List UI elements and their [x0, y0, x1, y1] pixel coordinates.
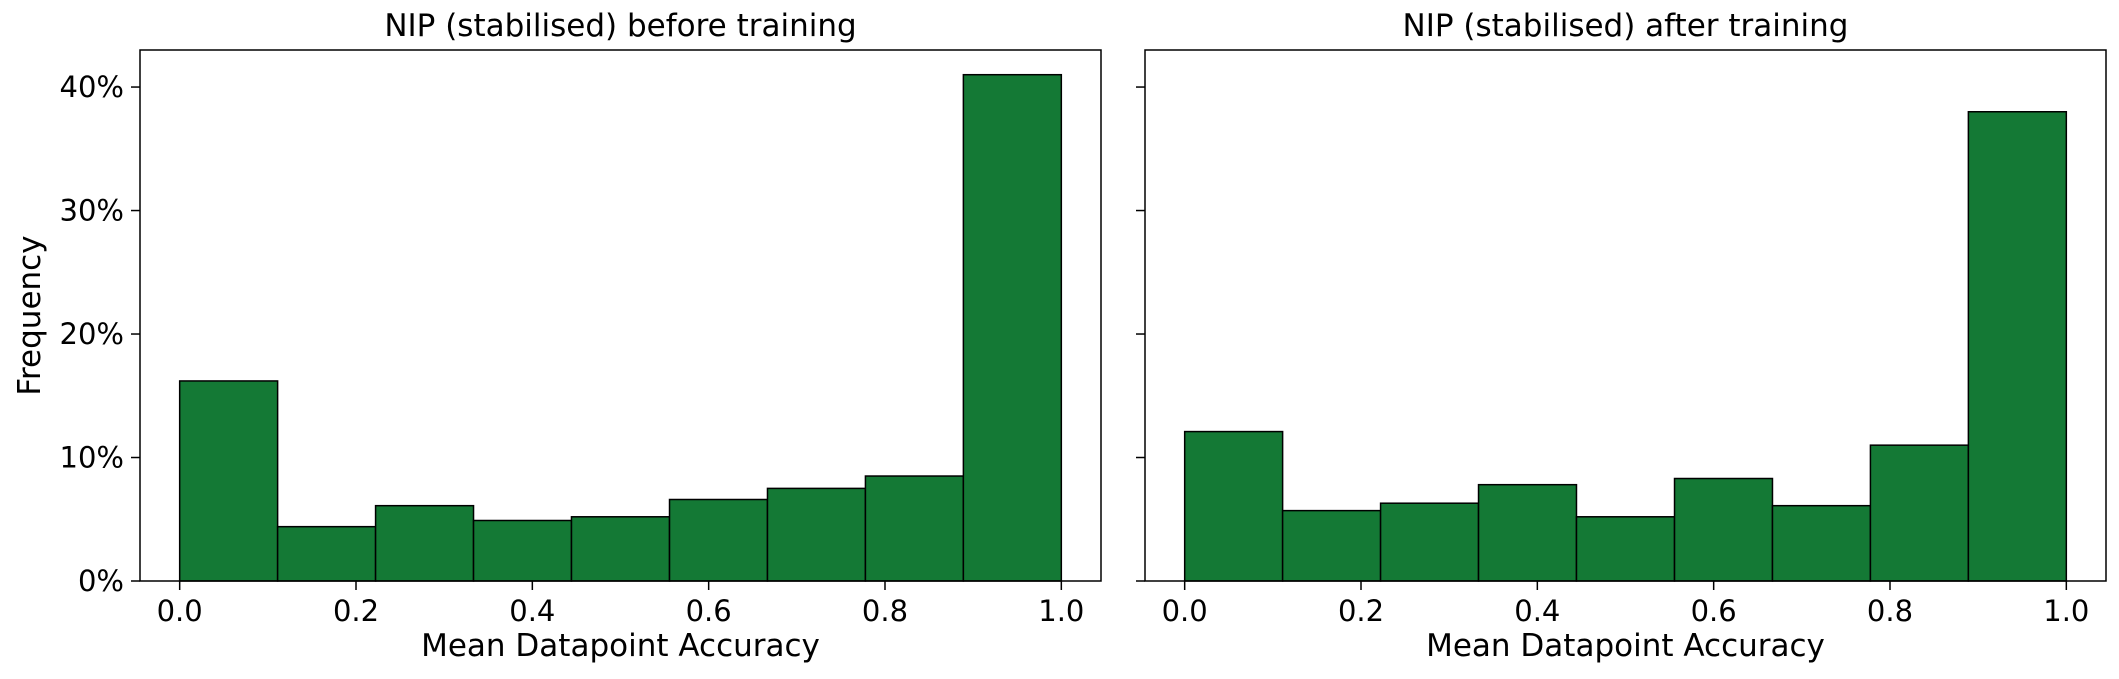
histogram-bar	[1967, 110, 2068, 582]
histogram-bar	[374, 504, 475, 582]
histogram-bar	[668, 498, 769, 582]
histogram-bar	[1379, 502, 1480, 582]
x-tick-label: 0.8	[862, 594, 908, 628]
x-tick-label: 1.0	[2043, 594, 2089, 628]
histogram-bar	[1575, 516, 1676, 582]
histogram-bar	[1869, 444, 1970, 582]
y-tick-label: 20%	[60, 317, 124, 351]
before-training-panel: 0.0 0.2 0.4 0.6 0.8 1.0 0% 10% 20% 30% 40% NIP (sta…	[12, 8, 1102, 664]
x-axis-label: Mean Datapoint Accuracy	[421, 628, 820, 664]
x-tick-label: 0.8	[1867, 594, 1913, 628]
x-axis-label: Mean Datapoint Accuracy	[1426, 628, 1825, 664]
histogram-bar	[1673, 477, 1774, 582]
y-tick-label: 30%	[60, 194, 124, 228]
x-tick-label: 0.2	[1338, 594, 1384, 628]
histogram-bar	[276, 525, 377, 582]
x-tick-label: 0.0	[1162, 594, 1208, 628]
histogram-bar	[1183, 430, 1284, 582]
histogram-bar	[1281, 509, 1382, 582]
axes-frame	[139, 49, 1102, 582]
chart-title: NIP (stabilised) after training	[1403, 8, 1849, 44]
x-tick-label: 0.2	[333, 594, 379, 628]
x-tick-label: 0.0	[157, 594, 203, 628]
x-tick-label: 1.0	[1038, 594, 1084, 628]
axes-frame	[1144, 49, 2107, 582]
histogram-bar	[472, 519, 573, 582]
histogram-bar	[570, 516, 671, 582]
x-tick-label: 0.4	[1514, 594, 1560, 628]
histogram-bar	[178, 380, 279, 582]
histogram-bar	[1771, 504, 1872, 582]
after-training-panel: 0.0 0.2 0.4 0.6 0.8 1.0 NIP (stabilised) after…	[1136, 8, 2107, 664]
y-axis-label: Frequency	[12, 235, 48, 395]
x-tick-label: 0.6	[686, 594, 732, 628]
histogram-bar	[864, 475, 965, 582]
y-tick-label: 10%	[60, 441, 124, 475]
histogram-bar	[962, 73, 1063, 582]
x-tick-label: 0.4	[509, 594, 555, 628]
y-tick-label: 40%	[60, 70, 124, 104]
histogram-bar	[766, 487, 867, 582]
chart-title: NIP (stabilised) before training	[384, 8, 856, 44]
histogram-bar	[1477, 483, 1578, 582]
x-tick-label: 0.6	[1691, 594, 1737, 628]
y-tick-label: 0%	[78, 564, 124, 598]
